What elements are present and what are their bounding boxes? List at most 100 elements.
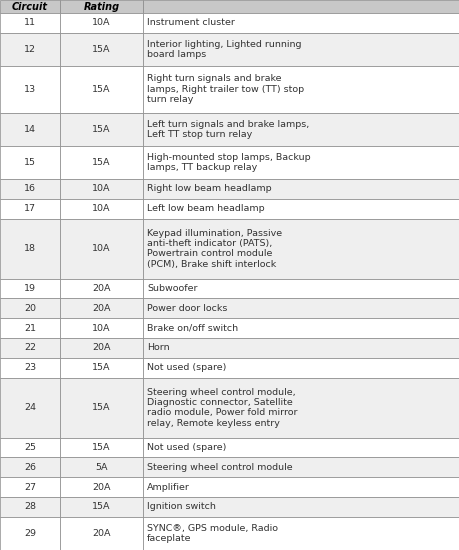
Text: 20A: 20A xyxy=(92,304,111,313)
Bar xyxy=(143,113,459,146)
Text: 15A: 15A xyxy=(92,403,111,412)
Bar xyxy=(60,358,143,378)
Bar xyxy=(60,146,143,179)
Bar xyxy=(143,199,459,218)
Text: Amplifier: Amplifier xyxy=(147,482,190,492)
Text: 23: 23 xyxy=(24,363,36,372)
Text: 15A: 15A xyxy=(92,45,111,54)
Text: Interior lighting, Lighted running
board lamps: Interior lighting, Lighted running board… xyxy=(147,40,302,59)
Text: Ignition switch: Ignition switch xyxy=(147,502,216,512)
Text: Not used (spare): Not used (spare) xyxy=(147,363,226,372)
Text: High-mounted stop lamps, Backup
lamps, TT backup relay: High-mounted stop lamps, Backup lamps, T… xyxy=(147,153,311,172)
Bar xyxy=(60,33,143,66)
Bar xyxy=(60,199,143,218)
Bar xyxy=(143,517,459,550)
Text: Steering wheel control module,
Diagnostic connector, Satellite
radio module, Pow: Steering wheel control module, Diagnosti… xyxy=(147,388,297,428)
Bar xyxy=(0,0,60,13)
Bar xyxy=(0,497,60,517)
Bar xyxy=(0,358,60,378)
Text: 22: 22 xyxy=(24,343,36,353)
Bar xyxy=(0,458,60,477)
Text: 20A: 20A xyxy=(92,529,111,538)
Bar xyxy=(0,199,60,218)
Text: 15A: 15A xyxy=(92,363,111,372)
Text: Left low beam headlamp: Left low beam headlamp xyxy=(147,204,265,213)
Bar xyxy=(143,358,459,378)
Bar xyxy=(0,33,60,66)
Text: 10A: 10A xyxy=(92,323,111,333)
Bar xyxy=(60,13,143,33)
Bar xyxy=(0,318,60,338)
Text: 10A: 10A xyxy=(92,204,111,213)
Bar xyxy=(0,477,60,497)
Bar xyxy=(0,218,60,279)
Bar xyxy=(0,378,60,438)
Bar xyxy=(60,378,143,438)
Bar xyxy=(60,318,143,338)
Bar xyxy=(0,146,60,179)
Bar xyxy=(143,299,459,318)
Text: 19: 19 xyxy=(24,284,36,293)
Bar xyxy=(143,179,459,199)
Text: 5A: 5A xyxy=(95,463,108,472)
Text: 14: 14 xyxy=(24,125,36,134)
Text: 15A: 15A xyxy=(92,85,111,94)
Bar xyxy=(143,146,459,179)
Text: 28: 28 xyxy=(24,502,36,512)
Text: 15A: 15A xyxy=(92,125,111,134)
Bar xyxy=(60,299,143,318)
Bar xyxy=(60,279,143,299)
Text: 15A: 15A xyxy=(92,443,111,452)
Text: Left turn signals and brake lamps,
Left TT stop turn relay: Left turn signals and brake lamps, Left … xyxy=(147,119,309,139)
Text: 18: 18 xyxy=(24,244,36,253)
Text: 10A: 10A xyxy=(92,184,111,194)
Text: 21: 21 xyxy=(24,323,36,333)
Bar xyxy=(60,218,143,279)
Bar xyxy=(60,497,143,517)
Text: Power door locks: Power door locks xyxy=(147,304,227,313)
Bar xyxy=(0,438,60,458)
Bar xyxy=(143,458,459,477)
Bar xyxy=(60,179,143,199)
Text: Circuit: Circuit xyxy=(12,2,48,12)
Bar xyxy=(143,279,459,299)
Bar xyxy=(0,338,60,358)
Bar xyxy=(143,338,459,358)
Bar xyxy=(143,13,459,33)
Text: 24: 24 xyxy=(24,403,36,412)
Text: 20A: 20A xyxy=(92,482,111,492)
Text: 15A: 15A xyxy=(92,158,111,167)
Text: Not used (spare): Not used (spare) xyxy=(147,443,226,452)
Text: 12: 12 xyxy=(24,45,36,54)
Text: Subwoofer: Subwoofer xyxy=(147,284,197,293)
Bar xyxy=(60,338,143,358)
Bar xyxy=(60,458,143,477)
Bar xyxy=(143,497,459,517)
Text: 11: 11 xyxy=(24,18,36,28)
Bar xyxy=(143,33,459,66)
Text: 10A: 10A xyxy=(92,244,111,253)
Bar xyxy=(0,517,60,550)
Text: Brake on/off switch: Brake on/off switch xyxy=(147,323,238,333)
Text: SYNC®, GPS module, Radio
faceplate: SYNC®, GPS module, Radio faceplate xyxy=(147,524,278,543)
Text: 13: 13 xyxy=(24,85,36,94)
Text: Rating: Rating xyxy=(84,2,119,12)
Text: Steering wheel control module: Steering wheel control module xyxy=(147,463,293,472)
Text: Instrument cluster: Instrument cluster xyxy=(147,18,235,28)
Bar xyxy=(143,218,459,279)
Text: 20A: 20A xyxy=(92,284,111,293)
Bar xyxy=(143,318,459,338)
Bar xyxy=(0,179,60,199)
Bar xyxy=(143,378,459,438)
Text: 26: 26 xyxy=(24,463,36,472)
Bar xyxy=(60,113,143,146)
Bar xyxy=(0,113,60,146)
Bar xyxy=(60,66,143,113)
Bar xyxy=(0,66,60,113)
Text: 10A: 10A xyxy=(92,18,111,28)
Text: Keypad illumination, Passive
anti-theft indicator (PATS),
Powertrain control mod: Keypad illumination, Passive anti-theft … xyxy=(147,228,282,269)
Text: 20: 20 xyxy=(24,304,36,313)
Bar xyxy=(60,477,143,497)
Bar xyxy=(143,477,459,497)
Bar xyxy=(60,438,143,458)
